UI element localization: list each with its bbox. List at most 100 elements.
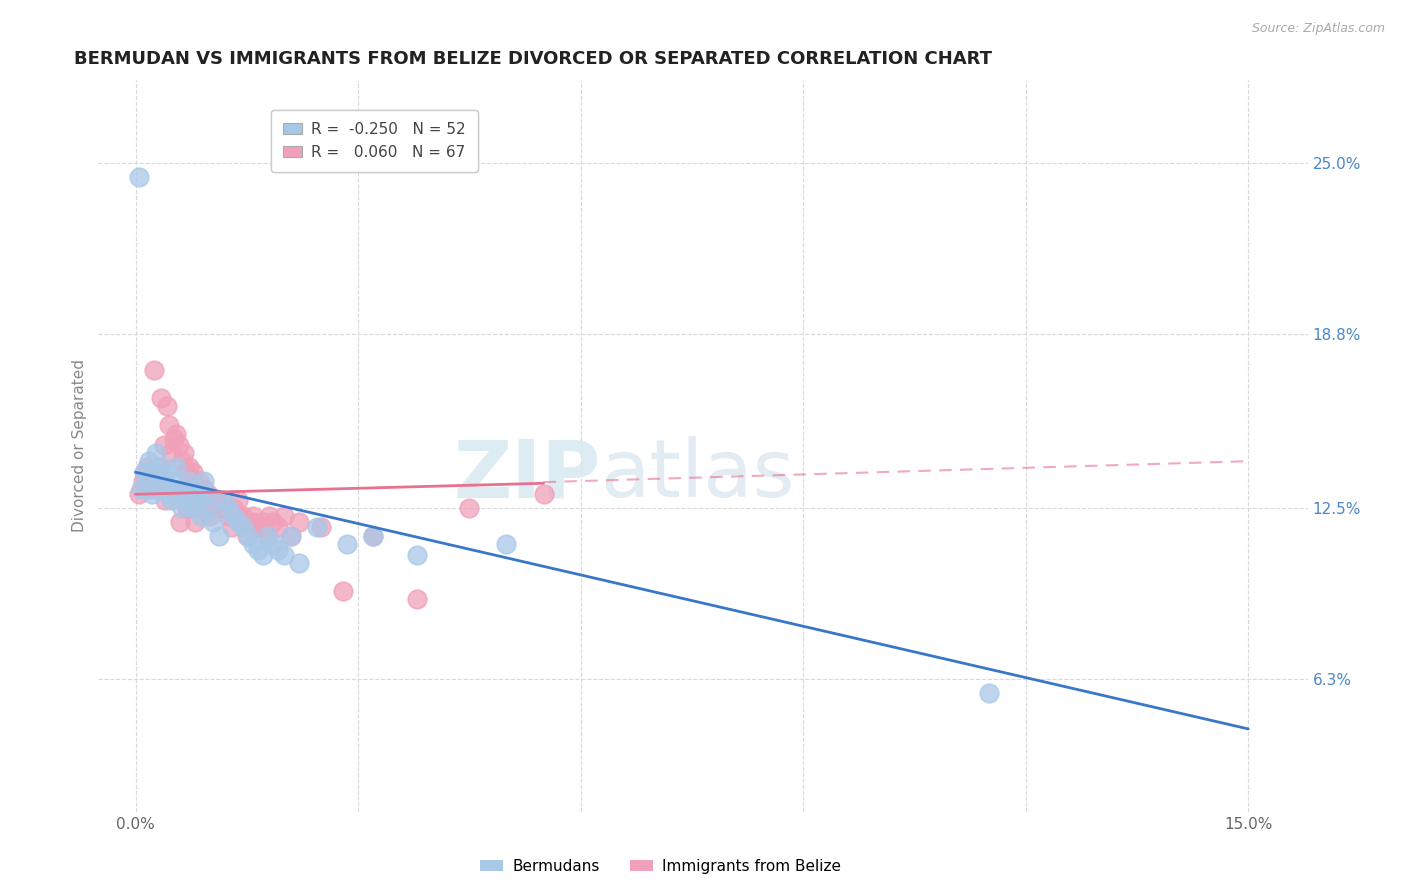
Text: Source: ZipAtlas.com: Source: ZipAtlas.com xyxy=(1251,22,1385,36)
Point xyxy=(287,557,309,571)
Point xyxy=(222,509,245,524)
Point xyxy=(495,537,517,551)
Point xyxy=(228,509,250,524)
Point xyxy=(195,487,218,501)
Point xyxy=(256,529,278,543)
Point xyxy=(193,482,215,496)
Point xyxy=(361,529,384,543)
Point xyxy=(207,492,229,507)
Point xyxy=(156,465,179,479)
Point xyxy=(138,454,160,468)
Point xyxy=(280,529,302,543)
Point xyxy=(186,492,208,507)
Point xyxy=(135,459,157,474)
Point xyxy=(167,437,190,451)
Point xyxy=(217,509,239,524)
Point xyxy=(150,391,173,405)
Point xyxy=(148,482,170,496)
Point xyxy=(145,465,167,479)
Point xyxy=(336,537,359,551)
Point xyxy=(169,515,191,529)
Point xyxy=(217,501,239,516)
Point xyxy=(226,492,249,507)
Point xyxy=(132,474,155,488)
Legend: Bermudans, Immigrants from Belize: Bermudans, Immigrants from Belize xyxy=(474,853,848,880)
Point xyxy=(207,529,229,543)
Point xyxy=(262,537,284,551)
Point xyxy=(238,515,260,529)
Point xyxy=(165,426,187,441)
Point xyxy=(165,459,187,474)
Point xyxy=(152,474,174,488)
Point xyxy=(170,501,193,516)
Point xyxy=(250,520,273,534)
Point xyxy=(226,515,249,529)
Point xyxy=(141,482,163,496)
Point xyxy=(183,501,205,516)
Point xyxy=(197,501,219,516)
Point xyxy=(198,509,221,524)
Point xyxy=(406,592,429,607)
Point xyxy=(187,474,209,488)
Point xyxy=(202,515,225,529)
Point xyxy=(160,446,183,460)
Point xyxy=(162,482,184,496)
Point xyxy=(134,465,156,479)
Point xyxy=(148,459,170,474)
Point xyxy=(267,542,290,557)
Point xyxy=(193,474,215,488)
Point xyxy=(163,432,186,446)
Point xyxy=(533,487,555,501)
Point xyxy=(195,492,218,507)
Point xyxy=(307,520,329,534)
Text: atlas: atlas xyxy=(600,436,794,515)
Point xyxy=(190,487,212,501)
Point xyxy=(190,509,212,524)
Point xyxy=(160,492,183,507)
Point xyxy=(243,515,266,529)
Point xyxy=(157,487,180,501)
Point xyxy=(152,437,174,451)
Point xyxy=(197,487,219,501)
Point xyxy=(170,454,193,468)
Point xyxy=(173,446,195,460)
Point xyxy=(145,446,167,460)
Point xyxy=(280,529,302,543)
Text: ZIP: ZIP xyxy=(453,436,600,515)
Point xyxy=(212,492,235,507)
Point xyxy=(135,474,157,488)
Point xyxy=(287,515,309,529)
Point xyxy=(232,520,254,534)
Point xyxy=(246,520,269,534)
Point xyxy=(267,520,290,534)
Point xyxy=(167,482,190,496)
Point xyxy=(138,474,160,488)
Point xyxy=(177,474,200,488)
Point xyxy=(332,583,354,598)
Point xyxy=(180,482,202,496)
Point xyxy=(221,520,243,534)
Point xyxy=(173,487,195,501)
Point xyxy=(153,492,176,507)
Point xyxy=(156,399,179,413)
Point xyxy=(157,418,180,433)
Point xyxy=(232,509,254,524)
Point xyxy=(180,474,202,488)
Point xyxy=(252,515,274,529)
Point xyxy=(183,465,205,479)
Point xyxy=(273,548,295,562)
Point xyxy=(163,474,186,488)
Point xyxy=(205,492,228,507)
Point xyxy=(242,537,264,551)
Point xyxy=(256,529,278,543)
Text: BERMUDAN VS IMMIGRANTS FROM BELIZE DIVORCED OR SEPARATED CORRELATION CHART: BERMUDAN VS IMMIGRANTS FROM BELIZE DIVOR… xyxy=(75,50,993,68)
Point xyxy=(143,465,166,479)
Point xyxy=(214,501,236,516)
Point xyxy=(202,501,225,516)
Point xyxy=(184,515,207,529)
Point xyxy=(131,482,153,496)
Point xyxy=(143,363,166,377)
Point xyxy=(977,686,1000,700)
Point xyxy=(186,482,208,496)
Point xyxy=(406,548,429,562)
